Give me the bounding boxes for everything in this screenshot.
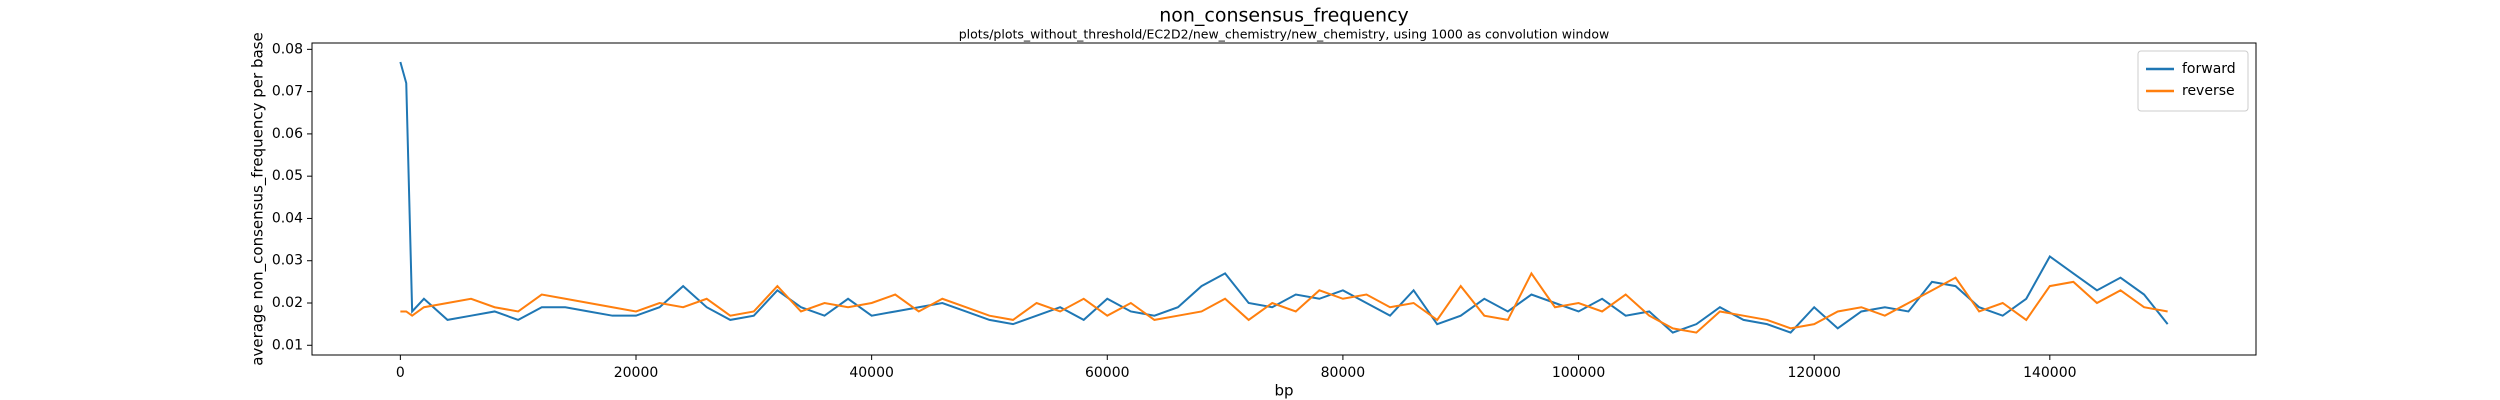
x-tick-label: 120000 xyxy=(1787,365,1840,381)
x-tick-label: 100000 xyxy=(1552,365,1605,381)
y-tick-label: 0.01 xyxy=(272,337,303,353)
chart-subtitle: plots/plots_without_threshold/EC2D2/new_… xyxy=(959,27,1609,42)
y-tick-label: 0.08 xyxy=(272,41,303,57)
y-tick-label: 0.02 xyxy=(272,295,303,311)
x-tick-label: 80000 xyxy=(1321,365,1366,381)
legend-label: reverse xyxy=(2182,83,2235,99)
series-line xyxy=(400,271,2168,334)
series-line xyxy=(399,61,2169,334)
legend-label: forward xyxy=(2182,61,2236,77)
y-tick-label: 0.07 xyxy=(272,84,303,100)
legend-box xyxy=(2137,50,2249,112)
x-tick-label: 20000 xyxy=(614,365,659,381)
x-tick-label: 40000 xyxy=(849,365,894,381)
y-axis-label: average non_consensus_frequency per base xyxy=(249,32,268,365)
x-tick-label: 0 xyxy=(396,365,405,381)
y-tick-label: 0.06 xyxy=(272,126,303,142)
y-tick-label: 0.03 xyxy=(272,253,303,269)
x-tick-label: 140000 xyxy=(2023,365,2076,381)
x-axis-label: bp xyxy=(1274,382,1293,400)
y-tick-label: 0.05 xyxy=(272,168,303,184)
legend: forward reverse xyxy=(2137,50,2249,112)
y-tick-label: 0.04 xyxy=(272,210,303,226)
plot-frame xyxy=(311,42,2257,356)
chart-title: non_consensus_frequency xyxy=(1159,5,1409,27)
x-tick-label: 60000 xyxy=(1085,365,1130,381)
